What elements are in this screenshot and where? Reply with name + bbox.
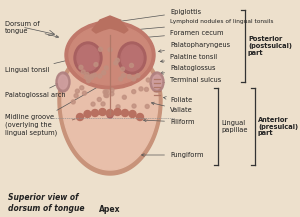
Text: Lingual
papillae: Lingual papillae: [221, 120, 248, 133]
Circle shape: [108, 48, 112, 52]
Text: Palatoglossal arch: Palatoglossal arch: [5, 84, 66, 98]
Circle shape: [71, 100, 75, 104]
Ellipse shape: [69, 25, 151, 85]
Ellipse shape: [56, 72, 70, 92]
Text: Fungiform: Fungiform: [142, 152, 203, 158]
Circle shape: [132, 77, 136, 81]
Circle shape: [99, 108, 106, 115]
Circle shape: [104, 66, 108, 70]
Circle shape: [132, 104, 136, 108]
Circle shape: [110, 92, 114, 96]
Text: Lymphoid nodules of lingual tonsils: Lymphoid nodules of lingual tonsils: [136, 20, 274, 31]
Circle shape: [90, 74, 94, 78]
Circle shape: [102, 71, 106, 75]
Ellipse shape: [74, 42, 102, 74]
Circle shape: [98, 47, 103, 51]
Circle shape: [130, 63, 134, 67]
Ellipse shape: [121, 45, 143, 71]
Circle shape: [107, 112, 113, 118]
Circle shape: [105, 90, 109, 94]
Circle shape: [104, 93, 108, 97]
Circle shape: [92, 110, 98, 117]
Circle shape: [103, 90, 107, 94]
Circle shape: [81, 70, 85, 74]
Circle shape: [76, 113, 83, 120]
Circle shape: [89, 76, 94, 79]
Text: Terminal sulcus: Terminal sulcus: [152, 77, 221, 85]
Circle shape: [132, 90, 136, 94]
Ellipse shape: [58, 75, 68, 89]
Circle shape: [105, 94, 109, 98]
Circle shape: [146, 78, 150, 82]
Circle shape: [121, 67, 124, 71]
Text: Epiglottis: Epiglottis: [118, 9, 201, 22]
Circle shape: [122, 95, 126, 99]
Circle shape: [145, 104, 149, 108]
Text: Midline groove
(overlying the
lingual septum): Midline groove (overlying the lingual se…: [5, 82, 107, 135]
Text: Filiform: Filiform: [143, 119, 194, 125]
Circle shape: [122, 110, 128, 117]
Circle shape: [136, 74, 140, 78]
Ellipse shape: [65, 21, 155, 89]
Polygon shape: [62, 50, 158, 170]
Circle shape: [110, 88, 114, 92]
Circle shape: [91, 102, 95, 106]
Ellipse shape: [77, 45, 99, 71]
Circle shape: [94, 62, 98, 67]
Circle shape: [98, 74, 102, 78]
Text: Anterior
(presulcal)
part: Anterior (presulcal) part: [258, 117, 298, 136]
Circle shape: [144, 87, 148, 91]
Circle shape: [129, 110, 136, 117]
Circle shape: [114, 108, 121, 115]
Circle shape: [106, 110, 113, 117]
Circle shape: [114, 61, 118, 65]
Circle shape: [85, 72, 89, 76]
Circle shape: [116, 58, 119, 62]
Circle shape: [84, 75, 88, 79]
Polygon shape: [58, 45, 162, 175]
Circle shape: [116, 105, 120, 109]
Circle shape: [97, 97, 101, 102]
Text: Palatoglossus: Palatoglossus: [160, 65, 215, 74]
Circle shape: [86, 79, 90, 83]
Text: Dorsum of
tongue: Dorsum of tongue: [5, 21, 58, 38]
Text: Foliate: Foliate: [164, 97, 192, 103]
Circle shape: [122, 73, 125, 77]
Ellipse shape: [118, 42, 146, 74]
Circle shape: [93, 73, 97, 77]
Circle shape: [136, 113, 143, 120]
Circle shape: [101, 102, 105, 106]
Text: Superior view of
dorsum of tongue: Superior view of dorsum of tongue: [8, 193, 85, 213]
Ellipse shape: [152, 75, 161, 89]
Circle shape: [139, 87, 143, 91]
Polygon shape: [92, 16, 128, 33]
Text: Apex: Apex: [99, 204, 121, 214]
Circle shape: [79, 65, 83, 69]
Text: Palatopharyngeus: Palatopharyngeus: [158, 42, 230, 52]
Circle shape: [75, 89, 80, 93]
Circle shape: [127, 75, 131, 79]
Text: Posterior
(postsulcal)
part: Posterior (postsulcal) part: [248, 36, 292, 56]
Circle shape: [119, 77, 123, 81]
Text: Palatine tonsil: Palatine tonsil: [160, 54, 217, 62]
Ellipse shape: [150, 72, 164, 92]
Circle shape: [84, 110, 91, 117]
Text: Vallate: Vallate: [152, 102, 193, 113]
Circle shape: [80, 86, 84, 90]
Circle shape: [74, 94, 78, 98]
Circle shape: [82, 91, 86, 95]
Text: Foramen cecum: Foramen cecum: [118, 30, 224, 41]
Text: Lingual tonsil: Lingual tonsil: [5, 58, 73, 73]
